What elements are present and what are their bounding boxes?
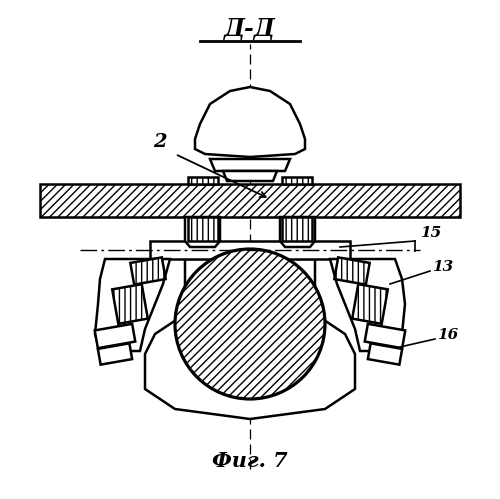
Polygon shape [282,217,312,241]
Polygon shape [330,259,405,351]
Polygon shape [145,259,355,419]
Polygon shape [280,217,315,247]
Polygon shape [40,184,460,217]
Polygon shape [150,241,350,259]
Polygon shape [98,343,132,365]
Polygon shape [352,284,388,324]
Polygon shape [185,217,220,247]
Polygon shape [334,257,370,284]
Polygon shape [368,343,402,365]
Polygon shape [130,257,166,284]
Polygon shape [223,171,277,181]
Polygon shape [94,324,136,348]
Text: 16: 16 [437,328,458,342]
Polygon shape [95,259,170,351]
Circle shape [175,249,325,399]
Text: Фиг. 7: Фиг. 7 [212,451,288,471]
Polygon shape [195,87,305,157]
Text: 15: 15 [420,226,442,240]
Text: 13: 13 [432,260,453,274]
Polygon shape [364,324,406,348]
Polygon shape [282,177,312,184]
Polygon shape [188,177,218,184]
Text: 2: 2 [153,133,167,151]
Polygon shape [112,284,148,324]
Polygon shape [210,159,290,171]
Polygon shape [188,217,218,241]
Text: Д-Д: Д-Д [224,17,276,41]
